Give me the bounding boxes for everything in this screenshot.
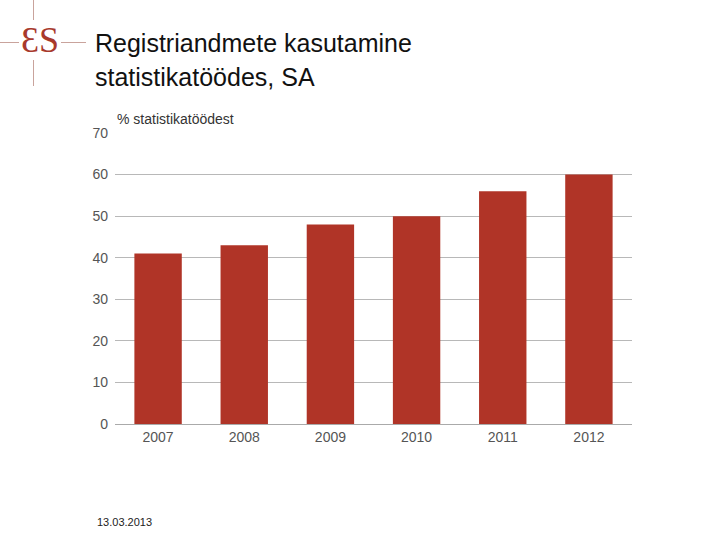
svg-text:0: 0 (100, 416, 108, 432)
svg-text:50: 50 (92, 208, 108, 224)
svg-text:10: 10 (92, 374, 108, 390)
html-text:ƐS: ƐS (21, 20, 60, 60)
html-text:Registriandmete kasutamine sta: Registriandmete kasutamine statistikatöö… (95, 29, 412, 91)
svg-text:30: 30 (92, 291, 108, 307)
svg-text:% statistikatöödest: % statistikatöödest (117, 111, 234, 127)
svg-text:20: 20 (92, 333, 108, 349)
svg-text:60: 60 (92, 166, 108, 182)
svg-text:2011: 2011 (488, 429, 518, 445)
html-text:13.03.2013: 13.03.2013 (97, 516, 153, 528)
svg-text:2012: 2012 (573, 429, 604, 445)
svg-text:2009: 2009 (315, 429, 346, 445)
svg-text:2010: 2010 (401, 429, 432, 445)
svg-text:2008: 2008 (229, 429, 260, 445)
svg-text:40: 40 (92, 250, 108, 266)
svg-text:70: 70 (92, 125, 108, 141)
svg-text:2007: 2007 (143, 429, 174, 445)
